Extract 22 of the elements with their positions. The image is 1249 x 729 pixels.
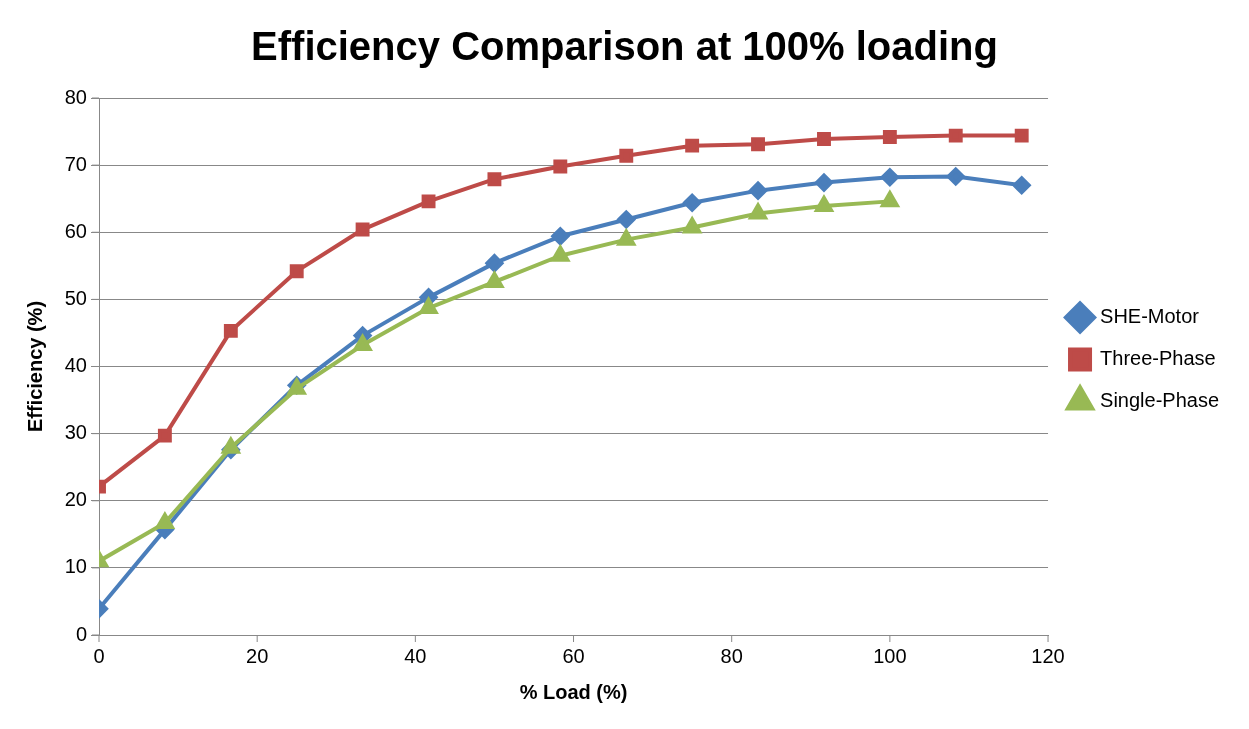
x-tick-label: 120 — [1031, 644, 1065, 667]
legend-label: Three-Phase — [1100, 347, 1216, 370]
y-tick-label: 0 — [75, 622, 87, 645]
x-tick-label: 80 — [720, 644, 743, 667]
y-tick-label: 50 — [64, 286, 87, 309]
y-tick-label: 40 — [64, 354, 87, 377]
x-axis-title: % Load (%) — [519, 680, 628, 703]
y-tick-label: 20 — [64, 488, 87, 511]
y-tick-label: 30 — [64, 421, 87, 444]
y-tick-label: 70 — [64, 152, 87, 175]
x-tick-label: 60 — [562, 644, 585, 667]
chart-title: Efficiency Comparison at 100% loading — [251, 24, 998, 69]
x-tick-label: 20 — [246, 644, 269, 667]
y-tick-label: 60 — [64, 219, 87, 242]
y-tick-label: 80 — [64, 85, 87, 108]
x-tick-label: 40 — [404, 644, 427, 667]
legend-label: SHE-Motor — [1100, 305, 1200, 328]
y-tick-label: 10 — [64, 555, 87, 578]
x-tick-label: 100 — [873, 644, 907, 667]
x-tick-label: 0 — [93, 644, 105, 667]
legend-label: Single-Phase — [1100, 389, 1219, 412]
y-axis-title: Efficiency (%) — [23, 300, 46, 433]
